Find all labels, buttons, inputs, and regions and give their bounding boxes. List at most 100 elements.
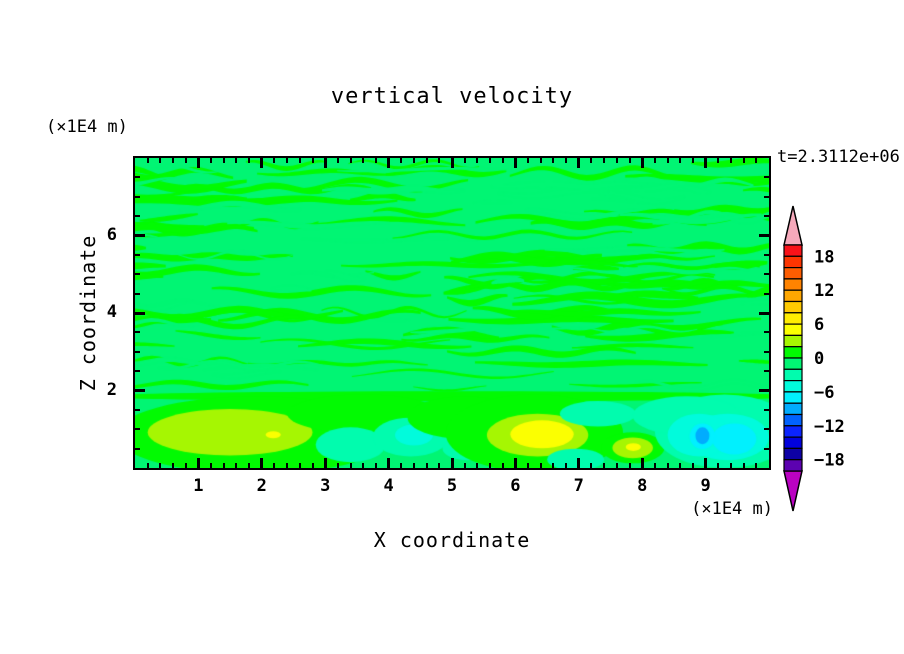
x-tick (691, 158, 694, 163)
x-tick-label: 2 (256, 476, 267, 496)
z-tick (764, 370, 769, 373)
x-tick (374, 158, 377, 163)
z-tick (764, 292, 769, 295)
x-tick (565, 463, 568, 468)
z-tick (764, 447, 769, 450)
colorbar: 18 12 6 0 −6 −12 −18 (783, 205, 845, 512)
x-tick (438, 463, 441, 468)
x-tick-label: 4 (383, 476, 394, 496)
x-tick (374, 463, 377, 468)
x-tick (260, 458, 264, 468)
x-tick (425, 158, 428, 163)
x-tick (172, 463, 175, 468)
x-tick (679, 158, 682, 163)
z-tick (135, 215, 140, 218)
z-tick-label: 6 (106, 224, 117, 245)
x-tick (387, 158, 391, 168)
x-tick (704, 458, 708, 468)
x-tick (146, 463, 149, 468)
x-tick (653, 463, 656, 468)
z-tick (135, 389, 145, 392)
z-tick-label: 4 (106, 302, 117, 322)
x-tick (323, 458, 327, 468)
x-tick (577, 458, 581, 468)
x-tick-label: 9 (700, 476, 711, 496)
x-tick (590, 463, 593, 468)
z-tick (135, 234, 145, 237)
x-tick (362, 158, 365, 163)
z-tick (135, 428, 140, 431)
x-tick (336, 463, 339, 468)
x-tick (323, 158, 327, 168)
z-tick (135, 331, 140, 334)
colorbar-under-arrow (783, 470, 803, 512)
colorbar-cell (783, 436, 803, 450)
x-tick (552, 158, 555, 163)
z-tick (135, 350, 140, 353)
colorbar-cell (783, 300, 803, 314)
x-tick (463, 463, 466, 468)
colorbar-cell (783, 289, 803, 303)
colorbar-cell (783, 266, 803, 280)
x-tick (729, 158, 732, 163)
x-tick (349, 463, 352, 468)
x-tick (603, 463, 606, 468)
x-tick (717, 158, 720, 163)
x-tick (513, 158, 517, 168)
z-tick (759, 389, 769, 392)
x-tick (159, 158, 162, 163)
x-tick-label: 8 (637, 476, 648, 496)
x-tick (704, 158, 708, 168)
colorbar-cell (783, 278, 803, 291)
x-tick (286, 463, 289, 468)
x-tick (615, 158, 618, 163)
x-tick (666, 158, 669, 163)
x-tick (513, 458, 517, 468)
x-axis-units-label: (×1E4 m) (691, 499, 773, 519)
x-tick (260, 158, 264, 168)
x-tick (450, 458, 454, 468)
x-tick (717, 463, 720, 468)
x-tick (565, 158, 568, 163)
colorbar-cell (783, 346, 803, 359)
x-tick (286, 158, 289, 163)
z-axis-units-label: (×1E4 m) (46, 117, 128, 137)
z-axis-title: Z coordinate (76, 234, 100, 392)
z-tick (135, 292, 140, 295)
x-tick (577, 158, 581, 168)
colorbar-tick-label: 18 (814, 247, 834, 267)
x-tick (742, 158, 745, 163)
z-tick (764, 176, 769, 179)
colorbar-cell (783, 255, 803, 269)
x-tick (539, 158, 542, 163)
x-tick (615, 463, 618, 468)
x-tick (222, 158, 225, 163)
colorbar-tick-label: 0 (814, 349, 824, 369)
colorbar-cell (783, 391, 803, 404)
x-tick (489, 158, 492, 163)
x-tick (349, 158, 352, 163)
colorbar-cell (783, 413, 803, 427)
x-tick (666, 463, 669, 468)
x-tick-label: 5 (446, 476, 458, 496)
x-tick (273, 463, 276, 468)
x-tick (184, 463, 187, 468)
x-tick (210, 463, 213, 468)
z-tick (764, 253, 769, 256)
colorbar-tick-label: −6 (814, 383, 834, 403)
colorbar-cell (783, 323, 803, 336)
colorbar-cell (783, 425, 803, 438)
x-tick (527, 463, 530, 468)
x-tick (400, 158, 403, 163)
plot-title: vertical velocity (330, 84, 574, 109)
x-tick (400, 463, 403, 468)
x-tick (501, 463, 504, 468)
x-tick (146, 158, 149, 163)
x-tick (729, 463, 732, 468)
x-tick (476, 463, 479, 468)
x-tick (210, 158, 213, 163)
x-tick (298, 463, 301, 468)
x-tick (273, 158, 276, 163)
colorbar-cell (783, 380, 803, 393)
